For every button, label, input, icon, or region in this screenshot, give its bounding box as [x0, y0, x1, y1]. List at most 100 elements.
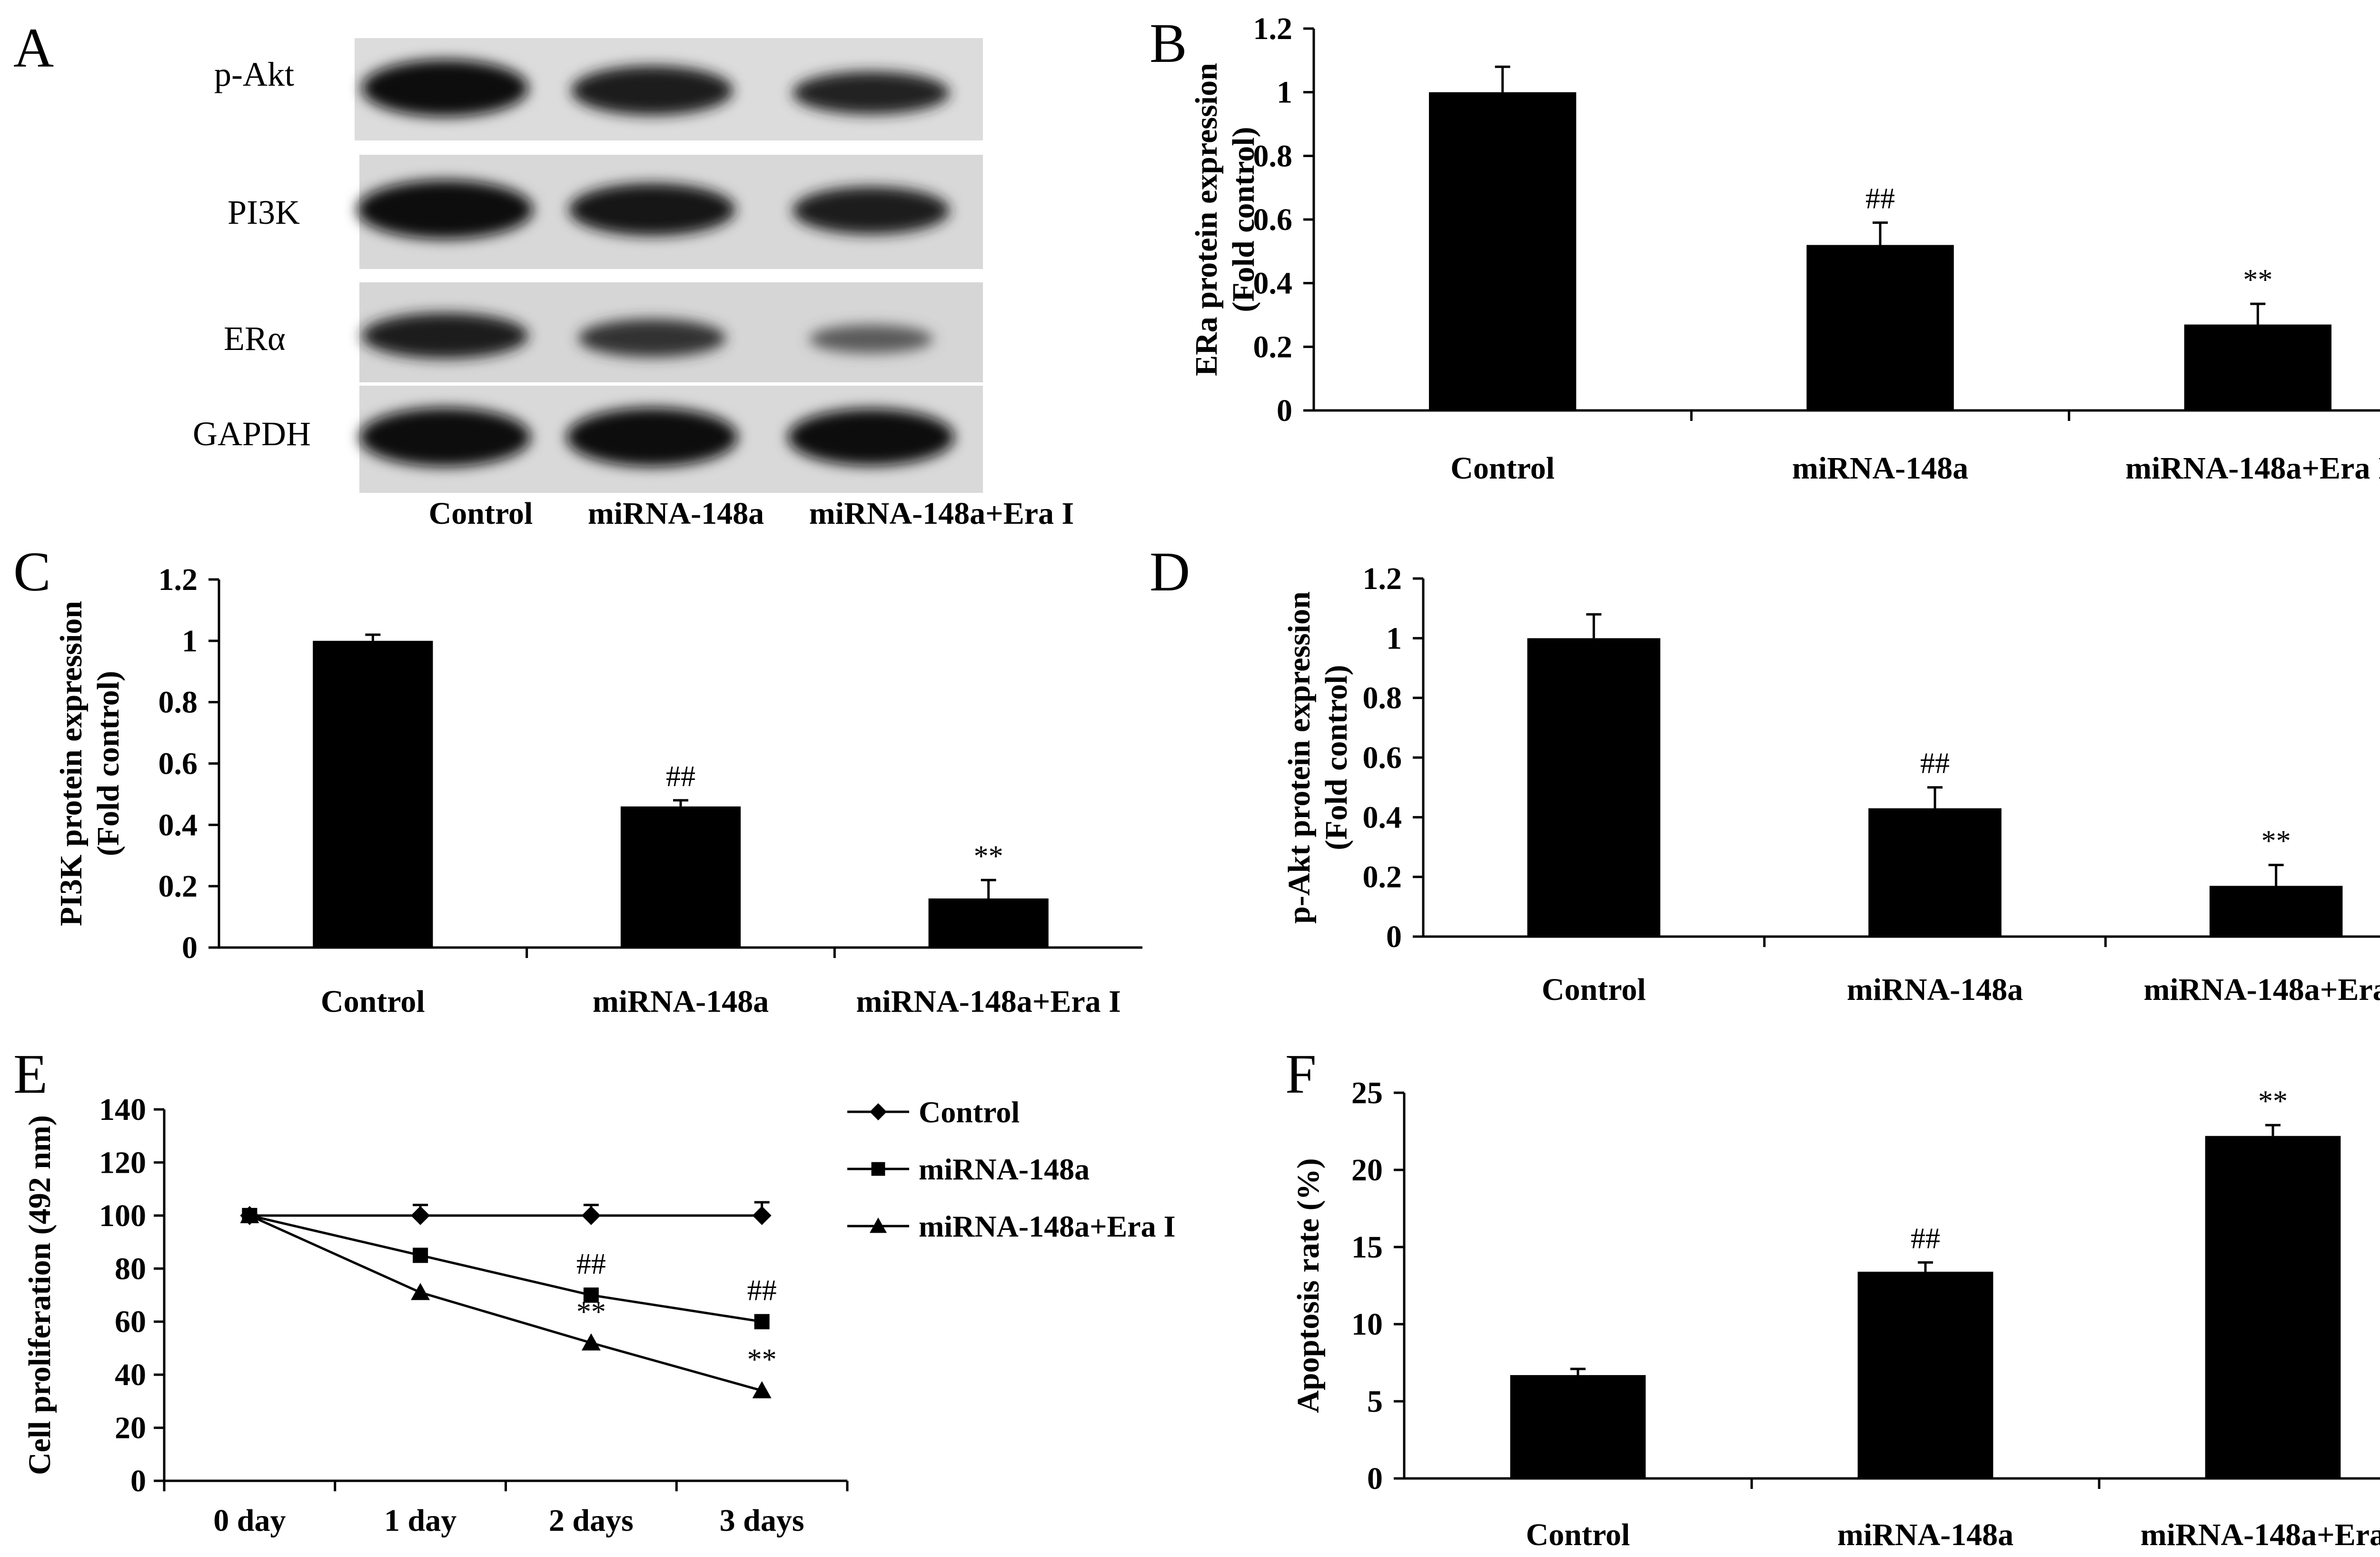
data-point-mirna-148a-era-i: [240, 1206, 259, 1223]
y-tick-label-e: 60: [115, 1305, 146, 1339]
y-tick-label-c: 0: [182, 930, 198, 965]
data-point-mirna-148a: [413, 1248, 428, 1263]
data-point-control: [752, 1206, 772, 1225]
bar-f: [2205, 1136, 2341, 1478]
category-label-d: Control: [1542, 972, 1646, 1007]
blot-row-label-gapdh: GAPDH: [193, 415, 311, 453]
y-tick-label-d: 1.2: [1363, 561, 1402, 596]
y-tick-label-f: 15: [1351, 1230, 1383, 1265]
blot-lane-label-control: Control: [429, 496, 533, 531]
category-label-e: 2 days: [549, 1503, 634, 1538]
data-point-mirna-148a: [583, 1288, 599, 1303]
y-tick-label-b: 1.2: [1253, 11, 1293, 46]
data-point-mirna-148a-era-i: [411, 1283, 430, 1300]
legend-marker-control: [870, 1103, 887, 1120]
significance-label-b: ##: [1865, 183, 1895, 215]
band-pakt-control: [362, 60, 528, 117]
y-tick-label-c: 0.4: [159, 808, 198, 842]
chart-d: D 0 0.2 0.4 0.6 0.8 1 1.2 Control ## miRNA-148a ** m…: [1150, 540, 2380, 1007]
band-gapdh-mirna: [566, 408, 738, 467]
legend-label-control: Control: [919, 1095, 1020, 1129]
y-tick-label-b: 0.4: [1253, 266, 1293, 301]
significance-label-b: **: [2243, 264, 2272, 296]
bar-f: [1857, 1271, 1993, 1478]
band-pi3k-control: [357, 180, 533, 239]
band-era-control: [362, 313, 528, 359]
bar-b: [1806, 245, 1954, 410]
category-label-b: miRNA-148a: [1792, 451, 1968, 486]
y-tick-label-c: 1.2: [159, 562, 198, 597]
series-line-mirna-148a-era-i: [249, 1214, 763, 1392]
significance-label-mirna-148a: ##: [576, 1248, 606, 1280]
panel-letter-d: D: [1150, 540, 1190, 603]
y-tick-label-e: 0: [130, 1464, 146, 1498]
legend-label-mirna-148a: miRNA-148a: [919, 1152, 1090, 1186]
y-tick-label-b: 0.6: [1253, 202, 1293, 237]
chart-c: C 0 0.2 0.4 0.6 0.8 1 1.2 Control ## miRNA-148a ** m…: [13, 540, 1142, 1019]
category-label-e: 1 day: [384, 1503, 456, 1538]
chart-e: E 0 20 40 60 80 100 120 140 0 day 1 day 2 days 3 day…: [13, 1043, 1176, 1538]
significance-label-mirna-148a-era-i: **: [747, 1344, 777, 1376]
data-point-mirna-148a-era-i: [581, 1333, 601, 1351]
y-tick-label-d: 0.2: [1363, 860, 1402, 895]
y-tick-label-c: 0.8: [159, 685, 198, 720]
panel-letter-a: A: [13, 17, 54, 79]
y-tick-label-e: 120: [99, 1145, 146, 1180]
y-axis-label-f: Apoptosis rate (%): [1291, 1158, 1326, 1413]
category-label-c: miRNA-148a: [593, 984, 769, 1019]
category-label-f: miRNA-148a: [1837, 1517, 2013, 1552]
y-tick-label-b: 0: [1277, 393, 1292, 428]
y-axis-label-c: PI3K protein expression: [54, 601, 89, 926]
band-pakt-erai: [793, 71, 950, 114]
y-tick-label-d: 0.8: [1363, 681, 1402, 716]
bar-d: [1527, 638, 1661, 937]
band-era-mirna: [578, 319, 726, 357]
category-label-d: miRNA-148a+Era I: [2143, 972, 2380, 1007]
data-point-mirna-148a-era-i: [752, 1381, 772, 1398]
significance-label-d: ##: [1920, 748, 1950, 780]
y-tick-label-e: 140: [99, 1092, 146, 1127]
bar-f: [1510, 1375, 1646, 1478]
blot-lane-label-mirna: miRNA-148a: [588, 496, 764, 531]
y-tick-label-d: 0.4: [1363, 800, 1402, 835]
y-tick-label-d: 0.6: [1363, 740, 1402, 775]
y-tick-label-b: 0.8: [1253, 139, 1293, 173]
category-label-e: 3 days: [720, 1503, 804, 1538]
data-point-control: [581, 1206, 601, 1225]
band-gapdh-erai: [788, 409, 954, 466]
y-tick-label-f: 5: [1367, 1384, 1383, 1419]
y-tick-label-f: 10: [1351, 1307, 1383, 1342]
significance-label-mirna-148a-era-i: **: [576, 1296, 606, 1328]
category-label-c: miRNA-148a+Era I: [856, 984, 1121, 1019]
panel-letter-e: E: [13, 1043, 48, 1105]
significance-label-c: ##: [666, 760, 695, 793]
significance-label-f: ##: [1911, 1222, 1940, 1255]
y-axis-label-d: (Fold control): [1319, 665, 1354, 850]
bar-c: [620, 806, 741, 948]
chart-b: B 0 0.2 0.4 0.6 0.8 1 1.2 Control ## miRNA-148a ** m…: [1150, 11, 2380, 486]
y-tick-label-f: 25: [1351, 1076, 1383, 1110]
significance-label-mirna-148a: ##: [747, 1275, 777, 1307]
y-tick-label-f: 20: [1351, 1153, 1383, 1188]
y-axis-label-c: (Fold control): [91, 671, 126, 856]
category-label-b: Control: [1450, 451, 1555, 486]
y-axis-label-b: ERa protein expression: [1189, 63, 1224, 376]
bar-d: [2209, 886, 2343, 937]
bar-c: [928, 898, 1049, 948]
band-era-erai: [809, 325, 933, 353]
y-axis-label-d: p-Akt protein expression: [1282, 591, 1317, 924]
significance-label-d: **: [2261, 825, 2291, 858]
y-tick-label-e: 40: [115, 1357, 146, 1392]
y-tick-label-f: 0: [1367, 1461, 1383, 1496]
y-tick-label-e: 20: [115, 1411, 146, 1446]
category-label-b: miRNA-148a+Era I: [2125, 451, 2380, 486]
blot-row-label-era: ERα: [224, 319, 286, 358]
significance-label-f: **: [2258, 1085, 2288, 1118]
legend-marker-mirna-148a-era-i: [870, 1218, 887, 1233]
y-tick-label-c: 1: [182, 624, 198, 659]
category-label-c: Control: [321, 984, 425, 1019]
blot-row-label-pakt: p-Akt: [214, 55, 294, 93]
data-point-control: [411, 1206, 430, 1225]
band-gapdh-control: [359, 408, 531, 467]
